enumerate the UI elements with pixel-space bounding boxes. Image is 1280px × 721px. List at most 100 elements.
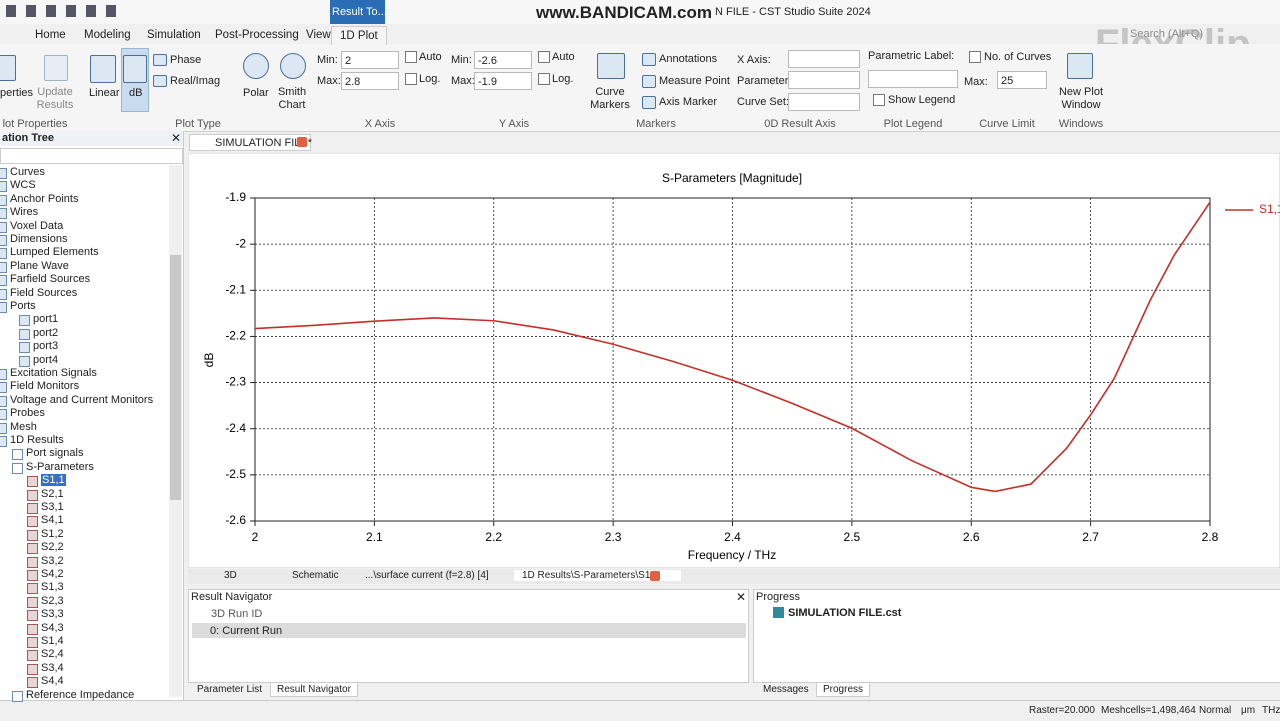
row[interactable]: 0: Current Run xyxy=(210,625,283,637)
button[interactable]: Polar xyxy=(243,87,269,99)
tree-item[interactable]: S4,1 xyxy=(41,514,64,527)
tree-item[interactable]: Anchor Points xyxy=(10,192,79,205)
view-tab[interactable]: 1D Results\S-Parameters\S1,1 xyxy=(514,570,681,581)
dropdown[interactable] xyxy=(788,71,860,89)
input[interactable]: 2 xyxy=(341,51,399,69)
tree-item[interactable]: Voxel Data xyxy=(10,219,64,232)
tree-item[interactable]: S2,1 xyxy=(41,487,64,500)
checkbox[interactable] xyxy=(538,73,550,85)
tree-item[interactable]: S3,3 xyxy=(41,608,64,621)
group-label: Markers xyxy=(636,118,676,130)
tree-item[interactable]: S4,4 xyxy=(41,675,64,688)
menu-tab[interactable]: Home xyxy=(35,29,66,41)
button[interactable]: Real/Imag xyxy=(170,75,221,87)
button[interactable]: Phase xyxy=(170,54,202,66)
tree-item[interactable]: port4 xyxy=(33,353,59,366)
tree-item[interactable]: Probes xyxy=(10,407,45,420)
tree-item[interactable]: S2,4 xyxy=(41,648,64,661)
dropdown[interactable] xyxy=(788,93,860,111)
menu-tab[interactable]: 1D Plot xyxy=(331,26,387,45)
close-button[interactable]: ✕ xyxy=(736,590,747,604)
tree-item[interactable]: Farfield Sources xyxy=(10,273,91,286)
tree-item[interactable]: Ports xyxy=(10,300,36,312)
panel-tab[interactable]: Parameter List xyxy=(197,684,263,695)
input[interactable]: 2.8 xyxy=(341,72,399,90)
tree-item[interactable]: S2,3 xyxy=(41,594,64,607)
tree-item[interactable]: S3,2 xyxy=(41,554,64,567)
view-tab[interactable]: 3D xyxy=(224,570,237,581)
label: Max: xyxy=(964,76,988,88)
tree-item[interactable]: S1,4 xyxy=(41,635,64,647)
checkbox[interactable] xyxy=(405,73,417,85)
menu-tab[interactable]: Simulation xyxy=(147,29,201,41)
view-tab[interactable]: Schematic xyxy=(292,570,339,581)
tree-item[interactable]: Plane Wave xyxy=(10,259,69,272)
input[interactable]: -1.9 xyxy=(474,72,532,90)
tree-item[interactable]: S2,2 xyxy=(41,541,64,554)
tree-item[interactable]: S-Parameters xyxy=(26,460,94,473)
search-box[interactable]: Search (Alt+Q) xyxy=(1130,28,1204,40)
button[interactable]: Axis Marker xyxy=(659,96,718,108)
plot-frame xyxy=(254,197,1211,522)
tree-item[interactable]: S3,4 xyxy=(41,661,64,674)
tree-item[interactable]: S4,3 xyxy=(41,621,64,634)
tree-item[interactable]: S1,2 xyxy=(41,527,64,540)
tree-item[interactable]: 1D Results xyxy=(10,434,64,446)
quick-access[interactable] xyxy=(6,5,116,17)
button[interactable]: Annotations xyxy=(659,53,718,65)
button[interactable]: Update Results xyxy=(36,86,74,111)
button[interactable]: New Plot Window xyxy=(1058,86,1104,111)
panel-title: ation Tree xyxy=(2,132,54,144)
input[interactable]: 25 xyxy=(997,71,1047,89)
tree-item[interactable]: Port signals xyxy=(26,447,84,460)
context-tab[interactable]: Result To... xyxy=(330,0,387,24)
tree-item[interactable]: Field Monitors xyxy=(10,380,80,393)
dropdown[interactable] xyxy=(788,50,860,68)
chart-title: S-Parameters [Magnitude] xyxy=(662,171,802,185)
tree-item[interactable]: port3 xyxy=(33,340,59,353)
tree-item[interactable]: Curves xyxy=(10,166,45,178)
tree-item[interactable]: Field Sources xyxy=(10,286,78,299)
tree-item[interactable]: Dimensions xyxy=(10,233,68,245)
button[interactable]: perties xyxy=(0,87,34,99)
tree-item[interactable]: S1,1 xyxy=(41,474,66,487)
tree-item[interactable]: port1 xyxy=(33,313,59,326)
progress-item: SIMULATION FILE.cst xyxy=(788,607,902,619)
panel-tab[interactable]: Progress xyxy=(816,683,871,697)
tree-item[interactable]: Excitation Signals xyxy=(10,367,97,379)
tree-item[interactable]: S3,1 xyxy=(41,501,64,513)
close-button[interactable]: ✕ xyxy=(171,131,182,145)
button[interactable]: Smith Chart xyxy=(277,86,307,111)
panel-tab[interactable]: Messages xyxy=(763,684,809,695)
button[interactable]: Curve Markers xyxy=(590,86,630,111)
menu-tab[interactable]: Post-Processing xyxy=(215,29,299,41)
tree-item[interactable]: port2 xyxy=(33,326,59,339)
tree-item[interactable]: WCS xyxy=(10,179,36,192)
tree-item[interactable]: Voltage and Current Monitors xyxy=(10,393,154,406)
ribbon xyxy=(0,44,1280,132)
tree-item[interactable]: S4,2 xyxy=(41,568,64,580)
y-tick-label: -2.1 xyxy=(225,282,246,296)
tree-item[interactable]: Wires xyxy=(10,206,39,219)
view-tab[interactable]: ...\surface current (f=2.8) [4] xyxy=(365,570,489,581)
panel-tab[interactable]: Result Navigator xyxy=(270,683,358,697)
tree-item[interactable]: Mesh xyxy=(10,420,37,433)
button[interactable]: Linear xyxy=(89,87,120,99)
x-tick-label: 2.4 xyxy=(724,530,741,544)
document-tab[interactable]: SIMULATION FILE* xyxy=(189,134,312,151)
tree-item[interactable]: Reference Impedance xyxy=(26,688,135,701)
tree-item[interactable]: Lumped Elements xyxy=(10,246,99,259)
checkbox[interactable] xyxy=(538,51,550,63)
menu-tab[interactable]: View xyxy=(306,29,331,41)
y-axis-label: dB xyxy=(202,353,216,368)
button[interactable]: Measure Point xyxy=(659,75,730,87)
checkbox[interactable] xyxy=(873,94,885,106)
label: No. of Curves xyxy=(984,51,1052,63)
checkbox[interactable] xyxy=(969,51,981,63)
input[interactable]: -2.6 xyxy=(474,51,532,69)
dropdown[interactable] xyxy=(868,70,958,88)
tree-item[interactable]: S1,3 xyxy=(41,581,64,594)
checkbox[interactable] xyxy=(405,51,417,63)
menu-tab[interactable]: Modeling xyxy=(84,29,131,41)
button[interactable]: dB xyxy=(129,87,143,99)
